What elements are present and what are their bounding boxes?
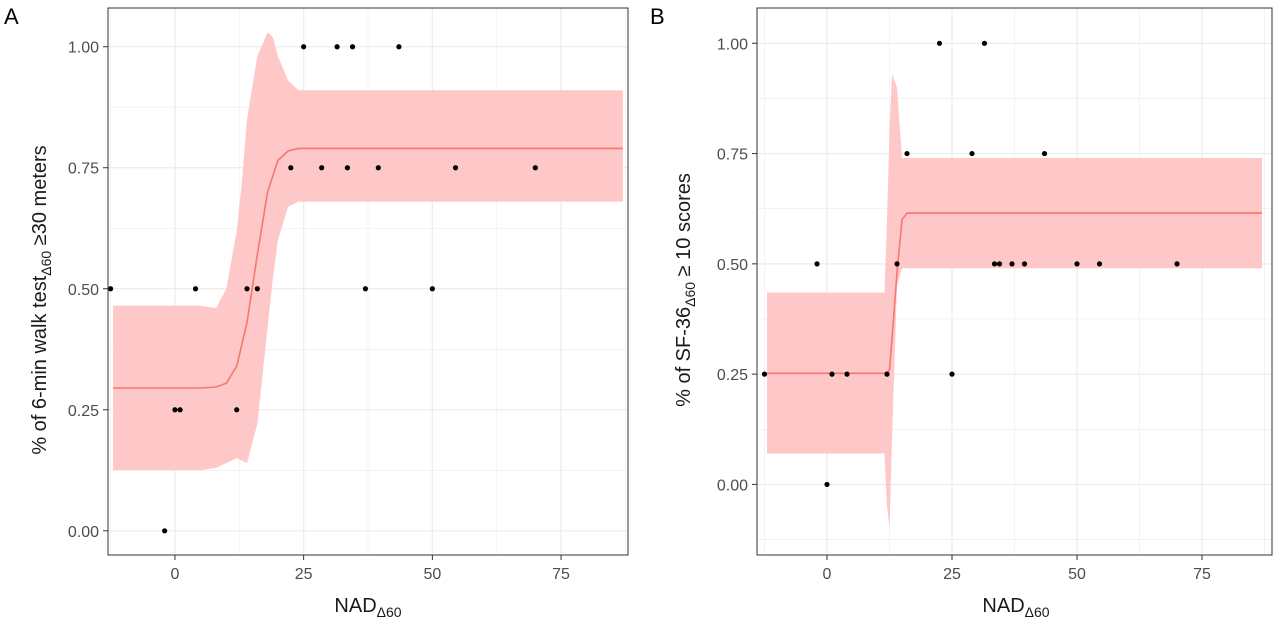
- data-point: [177, 407, 183, 413]
- x-tick-label: 0: [823, 566, 832, 583]
- data-point: [904, 150, 910, 157]
- x-tick-label: 25: [943, 566, 961, 583]
- data-point: [1009, 261, 1015, 267]
- data-point: [949, 371, 955, 377]
- x-tick-label: 50: [1068, 566, 1086, 583]
- confidence-band: [113, 32, 623, 471]
- x-tick-label: 75: [1193, 566, 1211, 583]
- y-tick-label: 1.00: [717, 36, 748, 53]
- data-point: [234, 407, 240, 413]
- confidence-band: [767, 74, 1262, 529]
- x-tick-label: 50: [423, 566, 441, 583]
- x-tick-label: 75: [552, 566, 570, 583]
- panel-b-x-axis-title: NADΔ60: [982, 595, 1049, 620]
- y-tick-label: 0.75: [717, 147, 748, 164]
- data-point: [969, 150, 975, 157]
- data-point: [981, 40, 988, 46]
- y-tick-label: 0.75: [68, 161, 99, 178]
- data-point: [349, 44, 356, 50]
- data-point: [244, 286, 250, 292]
- panel-a-fit-curve: [113, 147, 623, 389]
- data-point: [814, 261, 820, 267]
- data-point: [894, 261, 900, 267]
- data-point: [844, 371, 850, 377]
- data-point: [288, 165, 294, 171]
- data-point: [1074, 261, 1080, 267]
- data-point: [301, 44, 307, 50]
- data-point: [192, 286, 199, 292]
- y-tick-label: 0.50: [717, 257, 748, 274]
- data-point: [254, 286, 260, 292]
- panel-label-a: A: [4, 4, 19, 29]
- panel-b-border: [756, 7, 1273, 556]
- y-tick-label: 0.00: [717, 477, 748, 494]
- panel-label-b: B: [650, 4, 665, 29]
- data-point: [829, 371, 835, 377]
- y-tick-label: 0.00: [68, 524, 99, 541]
- data-point: [884, 371, 890, 377]
- data-point: [1096, 261, 1103, 267]
- data-point: [1021, 261, 1028, 267]
- panel-a-x-ticks: 0 25 50 75: [170, 555, 570, 583]
- panel-a-points: [107, 44, 538, 534]
- panel-a-grid: [108, 8, 628, 555]
- fit-line: [113, 147, 623, 389]
- data-point: [996, 261, 1003, 267]
- panel-b-y-ticks: 0.00 0.25 0.50 0.75 1.00: [717, 36, 757, 494]
- y-tick-label: 0.50: [68, 282, 99, 299]
- panel-a-confidence-band: [113, 32, 623, 471]
- data-point: [396, 44, 402, 50]
- data-point: [936, 40, 943, 46]
- data-point: [761, 371, 768, 377]
- panel-b: 0 25 50 75 0.00 0.25 0.50 0.75 1.00: [717, 7, 1273, 583]
- panel-a-border: [107, 7, 629, 556]
- panel-b-y-axis-title: % of SF-36Δ60 ≥ 10 scores: [673, 173, 698, 407]
- data-point: [375, 165, 381, 171]
- data-point: [429, 286, 435, 292]
- data-point: [362, 286, 369, 292]
- data-point: [107, 286, 114, 292]
- data-point: [452, 165, 459, 171]
- panel-b-x-ticks: 0 25 50 75: [823, 555, 1211, 583]
- data-point: [334, 44, 340, 50]
- x-tick-label: 0: [170, 566, 179, 583]
- x-tick-label: 25: [295, 566, 313, 583]
- panel-a: 0 25 50 75 0.00 0.25 0.50 0.75 1.00: [68, 7, 629, 583]
- data-point: [344, 165, 351, 171]
- data-point: [1041, 150, 1048, 157]
- data-point: [532, 165, 538, 171]
- data-point: [172, 407, 178, 413]
- data-point: [991, 261, 998, 267]
- data-point: [824, 481, 830, 488]
- panel-border: [107, 7, 629, 556]
- y-tick-label: 0.25: [68, 403, 99, 420]
- panel-a-y-axis-title: % of 6-min walk testΔ60 ≥30 meters: [29, 145, 54, 454]
- data-point: [162, 528, 168, 534]
- panel-a-y-ticks: 0.00 0.25 0.50 0.75 1.00: [68, 40, 108, 541]
- data-point: [1174, 261, 1180, 267]
- panel-b-grid: [757, 8, 1272, 555]
- panel-b-points: [761, 40, 1180, 488]
- panel-border: [756, 7, 1273, 556]
- panel-b-confidence-band: [767, 74, 1262, 529]
- panel-a-x-axis-title: NADΔ60: [334, 595, 401, 620]
- data-point: [319, 165, 325, 171]
- y-tick-label: 0.25: [717, 367, 748, 384]
- y-tick-label: 1.00: [68, 40, 99, 57]
